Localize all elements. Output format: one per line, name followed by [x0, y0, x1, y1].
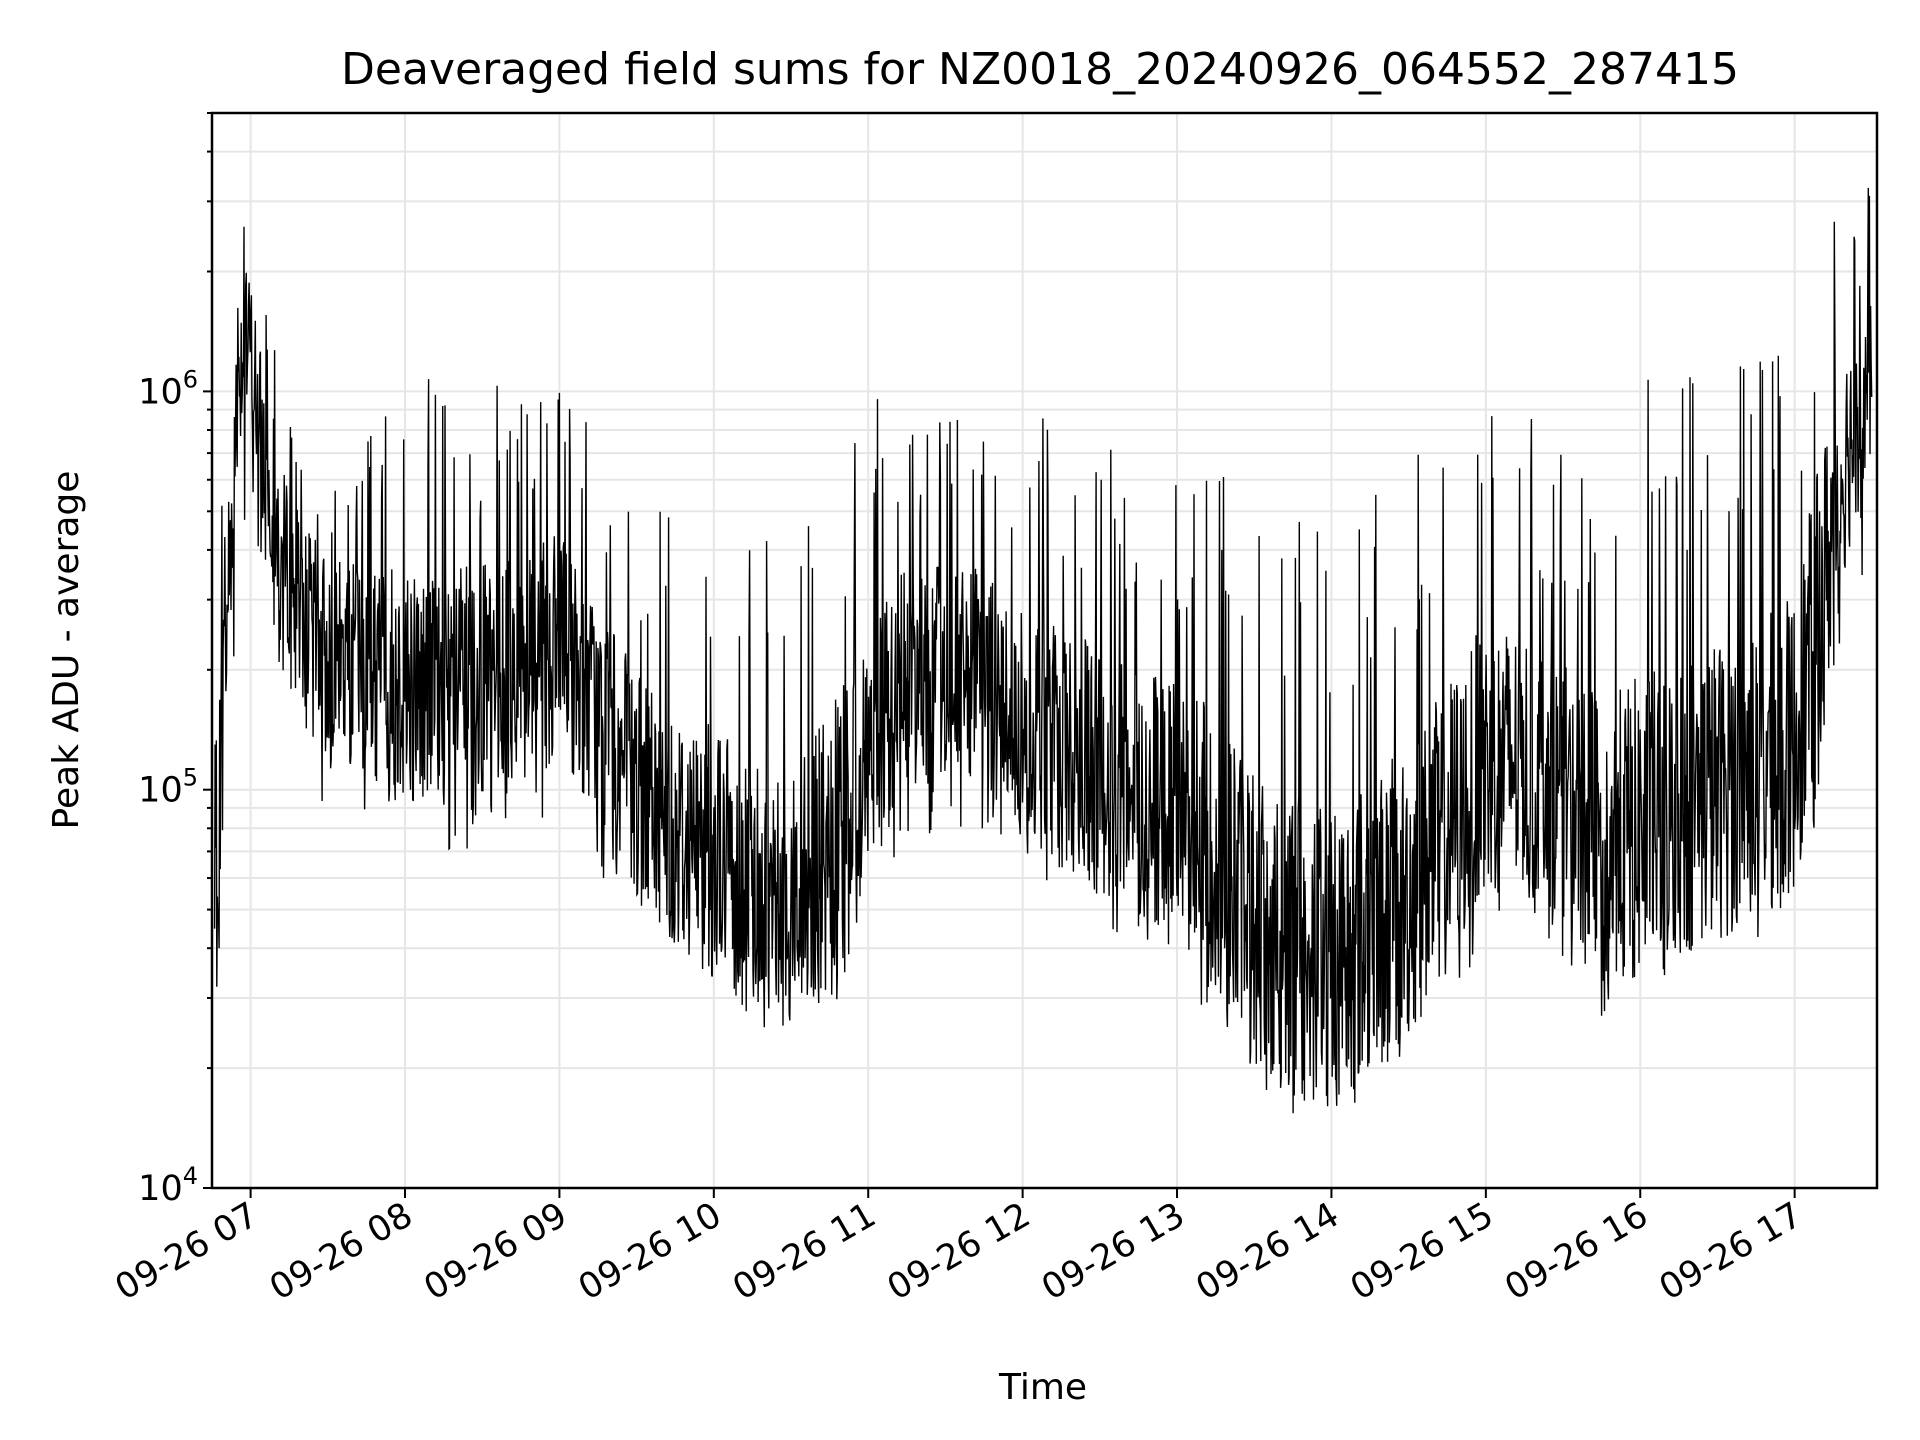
x-tick-label: 09-26 07 [109, 1195, 265, 1308]
x-tick-label: 09-26 12 [881, 1195, 1037, 1308]
x-tick-label: 09-26 11 [726, 1195, 882, 1308]
x-tick-label: 09-26 13 [1035, 1195, 1191, 1308]
series-area [213, 187, 1873, 1114]
x-tick-label: 09-26 14 [1190, 1195, 1346, 1308]
plot-frame [210, 111, 1879, 1190]
y-axis: 104 105 106 [138, 112, 212, 1209]
y-axis-label: Peak ADU - average [46, 471, 87, 830]
y-tick-label: 104 [138, 1162, 198, 1209]
x-tick-label: 09-26 17 [1653, 1195, 1809, 1308]
y-tick-label: 106 [138, 365, 198, 412]
y-tick-label: 105 [138, 764, 198, 811]
x-tick-label: 09-26 09 [418, 1195, 574, 1308]
x-axis-label: Time [998, 1367, 1087, 1408]
series-line [213, 187, 1873, 1114]
x-tick-label: 09-26 10 [572, 1195, 728, 1308]
x-tick-label: 09-26 15 [1344, 1195, 1500, 1308]
x-tick-label: 09-26 08 [263, 1195, 419, 1308]
x-tick-label: 09-26 16 [1498, 1195, 1654, 1308]
chart-title: Deaveraged field sums for NZ0018_2024092… [341, 44, 1739, 95]
